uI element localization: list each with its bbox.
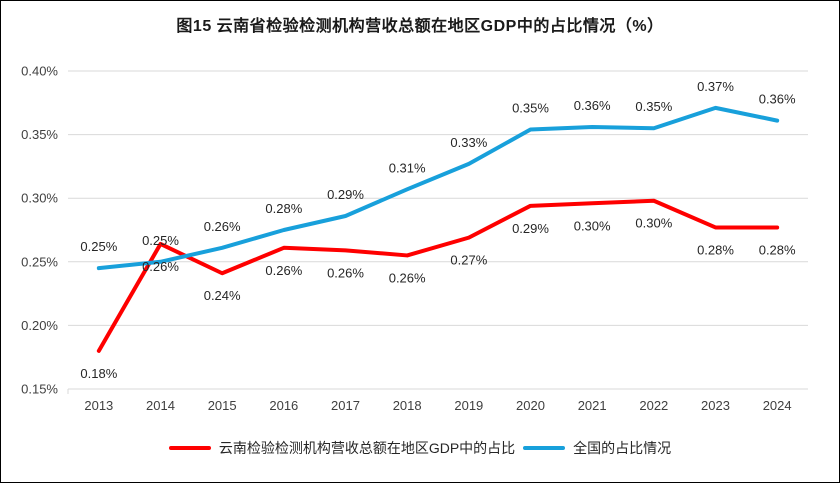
data-label: 0.26% <box>265 263 302 278</box>
data-label: 0.26% <box>327 265 364 280</box>
data-label: 0.31% <box>389 160 426 175</box>
data-label: 0.35% <box>635 99 672 114</box>
y-axis-tick-label: 0.20% <box>21 318 58 333</box>
data-label: 0.29% <box>327 187 364 202</box>
data-label: 0.28% <box>265 201 302 216</box>
data-label: 0.18% <box>80 366 117 381</box>
data-label: 0.25% <box>142 233 179 248</box>
x-axis-tick-label: 2013 <box>84 398 113 413</box>
x-axis-tick-label: 2021 <box>578 398 607 413</box>
y-axis-tick-label: 0.30% <box>21 191 58 206</box>
series-line-yunnan <box>96 198 780 353</box>
y-axis-tick-label: 0.25% <box>21 254 58 269</box>
x-axis-tick-label: 2024 <box>763 398 792 413</box>
data-label: 0.29% <box>512 221 549 236</box>
data-label: 0.26% <box>142 259 179 274</box>
y-axis-tick-label: 0.35% <box>21 127 58 142</box>
series-line-national <box>96 105 780 271</box>
data-label: 0.30% <box>635 216 672 231</box>
data-label: 0.24% <box>204 288 241 303</box>
legend-swatch-yunnan <box>168 446 211 450</box>
data-label: 0.35% <box>512 101 549 116</box>
data-label: 0.30% <box>574 218 611 233</box>
data-label: 0.37% <box>697 79 734 94</box>
legend-label-yunnan: 云南检验检测机构营收总额在地区GDP中的占比 <box>218 440 516 456</box>
legend-swatch-national <box>523 446 566 450</box>
y-axis-tick-label: 0.40% <box>21 64 58 79</box>
data-label: 0.28% <box>759 242 796 257</box>
legend: 云南检验检测机构营收总额在地区GDP中的占比 全国的占比情况 <box>1 438 839 458</box>
legend-item-yunnan: 云南检验检测机构营收总额在地区GDP中的占比 <box>168 438 516 458</box>
data-label: 0.27% <box>450 253 487 268</box>
x-axis-tick-label: 2016 <box>269 398 298 413</box>
data-label: 0.26% <box>204 219 241 234</box>
data-label: 0.25% <box>80 239 117 254</box>
x-axis-tick-label: 2023 <box>701 398 730 413</box>
chart-title: 图15 云南省检验检测机构营收总额在地区GDP中的占比情况（%） <box>176 18 664 35</box>
data-label: 0.36% <box>759 92 796 107</box>
x-axis-tick-label: 2017 <box>331 398 360 413</box>
x-axis-tick-label: 2019 <box>454 398 483 413</box>
y-axis-tick-label: 0.15% <box>21 382 58 397</box>
x-axis-tick-label: 2018 <box>393 398 422 413</box>
data-label: 0.36% <box>574 98 611 113</box>
data-label: 0.33% <box>450 135 487 150</box>
legend-label-national: 全国的占比情况 <box>573 440 672 456</box>
x-axis-tick-label: 2015 <box>208 398 237 413</box>
legend-item-national: 全国的占比情况 <box>523 438 671 458</box>
data-label: 0.26% <box>389 270 426 285</box>
x-axis-tick-label: 2014 <box>146 398 175 413</box>
x-axis-tick-label: 2020 <box>516 398 545 413</box>
x-axis-tick-label: 2022 <box>639 398 668 413</box>
data-label: 0.28% <box>697 242 734 257</box>
